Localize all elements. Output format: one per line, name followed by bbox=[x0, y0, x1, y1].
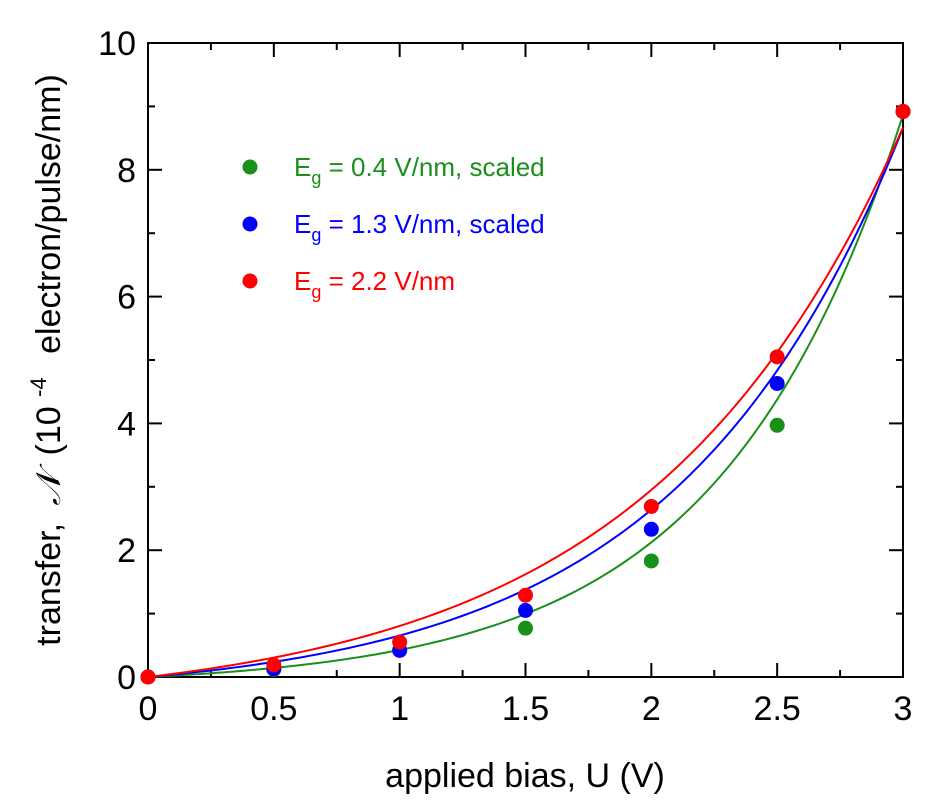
y-axis-title-exponent: -4 bbox=[26, 377, 51, 397]
x-tick-label: 2.5 bbox=[754, 690, 801, 728]
plot-frame bbox=[147, 42, 904, 678]
y-tick-label: 10 bbox=[98, 25, 136, 63]
data-point bbox=[769, 375, 785, 391]
data-point bbox=[266, 657, 282, 673]
y-axis-title: transfer, 𝒩 (10 -4 electron/pulse/nm) bbox=[16, 74, 69, 646]
legend-label: Eg = 0.4 V/nm, scaled bbox=[294, 152, 545, 188]
data-point bbox=[518, 620, 533, 636]
data-point bbox=[140, 669, 156, 685]
data-point bbox=[518, 602, 533, 618]
data-point bbox=[643, 498, 659, 514]
x-tick-label: 1 bbox=[390, 690, 409, 728]
data-point bbox=[769, 349, 785, 365]
x-tick-label: 0.5 bbox=[250, 690, 297, 728]
legend-label: Eg = 1.3 V/nm, scaled bbox=[294, 209, 545, 245]
data-point bbox=[895, 103, 911, 119]
x-tick-label: 3 bbox=[894, 690, 913, 728]
axis-tick-labels: 0 0.5 1 1.5 2 2.5 3 0 2 4 6 8 10 bbox=[98, 25, 912, 728]
y-axis-title-suffix: electron/pulse/nm) bbox=[30, 74, 68, 354]
y-axis-title-prefix: transfer, bbox=[30, 523, 68, 646]
data-point bbox=[518, 587, 533, 603]
legend-marker bbox=[242, 159, 258, 175]
x-tick-label: 0 bbox=[139, 690, 158, 728]
y-tick-label: 2 bbox=[117, 532, 136, 570]
axis-ticks bbox=[147, 42, 904, 678]
y-tick-label: 4 bbox=[117, 405, 136, 443]
x-axis-title: applied bias, U (V) bbox=[385, 757, 665, 795]
y-tick-label: 0 bbox=[117, 659, 136, 697]
legend-label: Eg = 2.2 V/nm bbox=[294, 266, 455, 302]
y-tick-label: 8 bbox=[117, 152, 136, 190]
y-axis-title-base: (10 bbox=[30, 406, 68, 455]
y-tick-label: 6 bbox=[117, 279, 136, 317]
data-point bbox=[392, 634, 408, 650]
x-tick-label: 1.5 bbox=[502, 690, 549, 728]
data-point bbox=[643, 521, 659, 537]
legend-marker bbox=[242, 273, 258, 289]
x-tick-label: 2 bbox=[642, 690, 661, 728]
legend-marker bbox=[242, 216, 258, 232]
data-point bbox=[769, 417, 785, 433]
data-point bbox=[643, 553, 659, 569]
data-points bbox=[140, 103, 911, 685]
legend: Eg = 0.4 V/nm, scaled Eg = 1.3 V/nm, scal… bbox=[242, 152, 545, 302]
y-axis-title-symbol: 𝒩 bbox=[29, 463, 69, 506]
